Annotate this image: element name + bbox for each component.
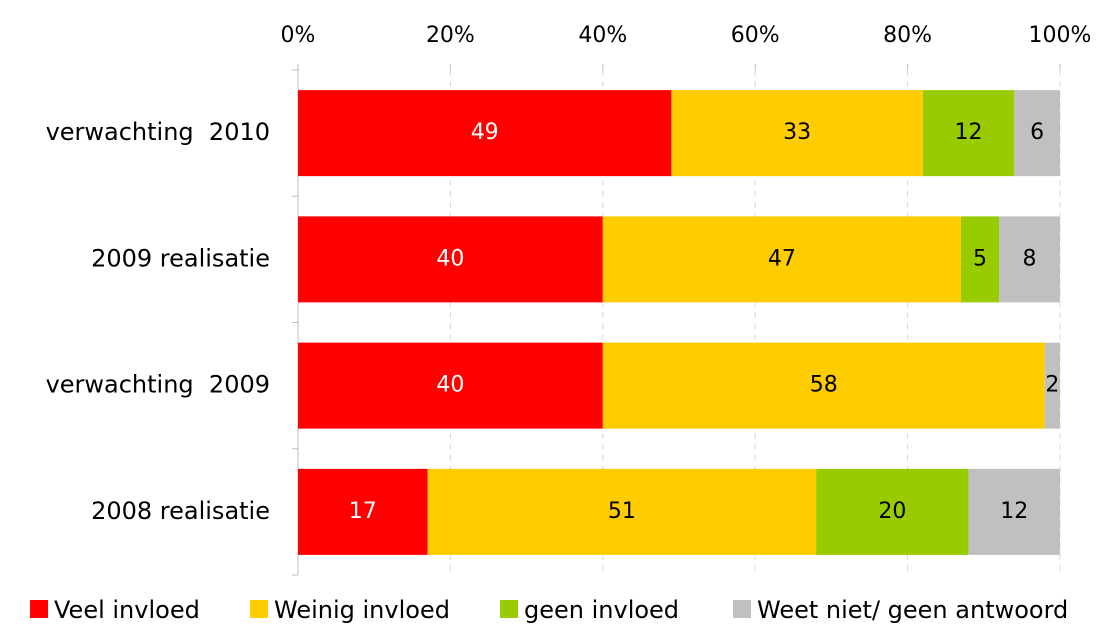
data-label: 8 xyxy=(1023,246,1037,271)
bar-segment xyxy=(298,468,428,555)
data-label: 51 xyxy=(608,499,636,524)
legend-swatch xyxy=(250,600,268,618)
x-tick-label: 100% xyxy=(1029,23,1092,48)
y-tick-label: verwachting 2009 xyxy=(46,371,270,399)
legend-swatch xyxy=(500,600,518,618)
data-label: 5 xyxy=(973,246,987,271)
bar-segment xyxy=(999,216,1060,303)
data-label: 12 xyxy=(1000,499,1028,524)
bar-segment xyxy=(602,216,961,303)
y-tick-label: 2008 realisatie xyxy=(91,497,270,525)
y-tick-label: 2009 realisatie xyxy=(91,244,270,272)
data-label: 58 xyxy=(810,373,838,398)
data-label: 47 xyxy=(768,246,796,271)
legend-label: Weinig invloed xyxy=(274,596,450,624)
bar-segment xyxy=(816,468,969,555)
data-label: 40 xyxy=(436,246,464,271)
bar-segment xyxy=(960,216,1000,303)
bar-segment xyxy=(1014,90,1060,177)
data-label: 20 xyxy=(878,499,906,524)
data-label: 17 xyxy=(349,499,377,524)
data-label: 33 xyxy=(783,120,811,145)
bar-segment xyxy=(1044,342,1060,429)
data-label: 12 xyxy=(955,120,983,145)
bar-segment xyxy=(602,342,1045,429)
x-tick-label: 0% xyxy=(281,23,316,48)
data-label: 2 xyxy=(1045,373,1059,398)
bar-segment xyxy=(671,90,923,177)
data-label: 40 xyxy=(436,373,464,398)
data-label: 49 xyxy=(471,120,499,145)
bar-segment xyxy=(298,216,603,303)
bar-segment xyxy=(298,90,672,177)
x-tick-label: 20% xyxy=(426,23,475,48)
legend-label: Weet niet/ geen antwoord xyxy=(757,596,1068,624)
legend-label: Veel invloed xyxy=(54,596,200,624)
x-tick-label: 40% xyxy=(578,23,627,48)
legend-swatch xyxy=(733,600,751,618)
x-tick-label: 60% xyxy=(731,23,780,48)
bar-segment xyxy=(968,468,1060,555)
bar-segment xyxy=(298,342,603,429)
bar-segment xyxy=(427,468,817,555)
y-tick-label: verwachting 2010 xyxy=(46,118,270,146)
bar-segment xyxy=(922,90,1015,177)
x-tick-label: 80% xyxy=(883,23,932,48)
data-label: 6 xyxy=(1030,120,1044,145)
legend-label: geen invloed xyxy=(524,596,679,624)
legend-swatch xyxy=(30,600,48,618)
